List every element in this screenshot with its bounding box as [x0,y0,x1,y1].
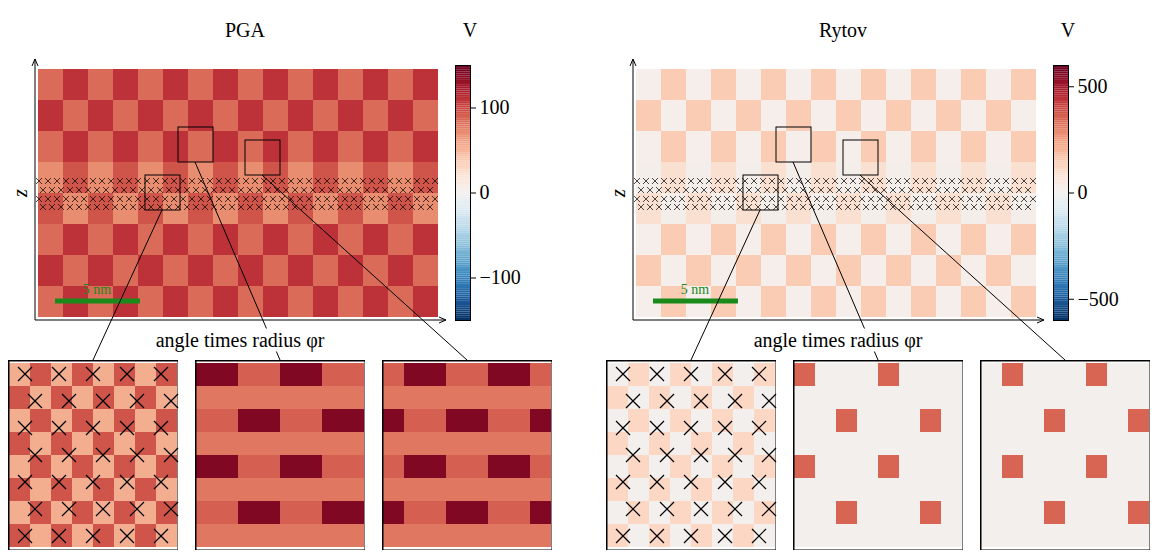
html-text:Rytov: Rytov [818,18,868,41]
html-text:5 nm: 5 nm [680,282,710,297]
svg-text:500: 500 [1078,75,1108,97]
html-text:V: V [1060,18,1076,41]
html-text:z: z [606,188,629,197]
svg-text:0: 0 [480,181,490,203]
html-text:V: V [462,18,478,41]
html-text:z: z [8,188,31,197]
html-text:angle times radius φr: angle times radius φr [155,328,325,351]
svg-text:−100: −100 [480,266,521,288]
html-text:angle times radius φr: angle times radius φr [753,328,923,351]
html-text:PGA: PGA [225,18,265,41]
svg-text:−500: −500 [1078,288,1119,310]
html-text:5 nm: 5 nm [82,282,112,297]
svg-text:100: 100 [480,96,510,118]
svg-text:0: 0 [1078,181,1088,203]
